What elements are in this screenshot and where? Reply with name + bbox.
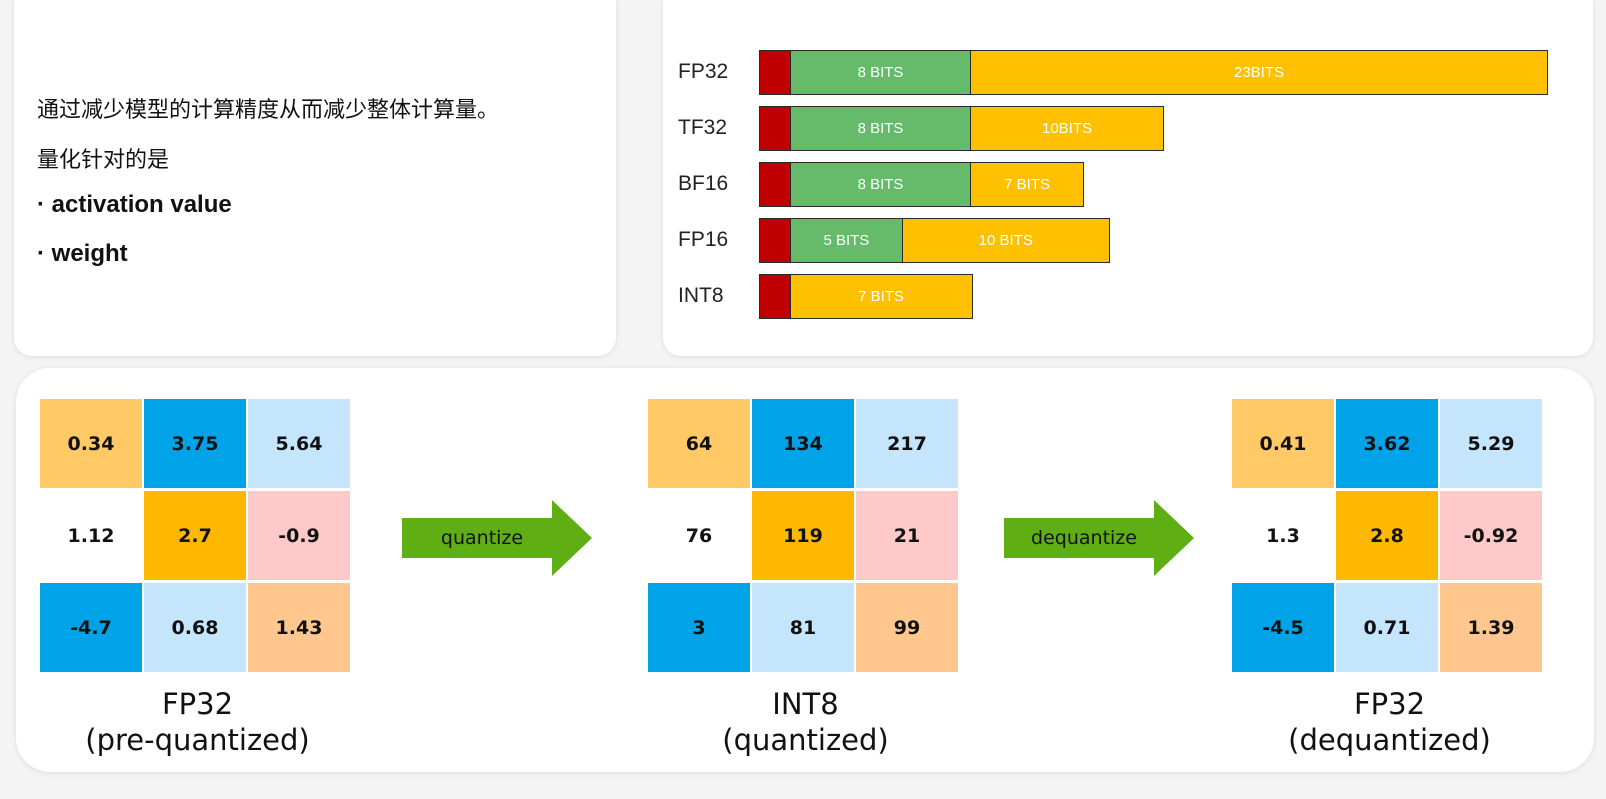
bit-format-card: FP32 8 BITS 23BITS TF32 8 BITS 10BITS BF16 8 BI… [663, 0, 1593, 356]
matrix-cell: 76 [648, 491, 750, 580]
matrix-cell: 0.34 [40, 399, 142, 488]
caption-subtitle: (pre-quantized) [85, 723, 310, 757]
exponent-segment: 8 BITS [789, 106, 972, 151]
matrix-cell: 3.62 [1336, 399, 1438, 488]
matrix-cell: 21 [856, 491, 958, 580]
exponent-segment: 8 BITS [789, 162, 972, 207]
format-label-fp32: FP32 [678, 60, 729, 83]
matrix-cell: 64 [648, 399, 750, 488]
intro-card: 通过减少模型的计算精度从而减少整体计算量。 量化针对的是 · activatio… [14, 0, 616, 356]
matrix-cell: -0.9 [248, 491, 350, 580]
matrix-cell: 81 [752, 583, 854, 672]
sign-bit-segment [759, 106, 791, 151]
matrix-cell: 0.71 [1336, 583, 1438, 672]
caption-subtitle: (quantized) [722, 723, 889, 757]
matrix-cell: 0.68 [144, 583, 246, 672]
matrix-cell: 1.12 [40, 491, 142, 580]
matrix-cell: 2.8 [1336, 491, 1438, 580]
format-label-int8: INT8 [678, 284, 724, 307]
dequantize-arrow: dequantize [1004, 500, 1194, 576]
format-label-tf32: TF32 [678, 116, 728, 139]
matrix-cell: 3 [648, 583, 750, 672]
matrix-cell: 2.7 [144, 491, 246, 580]
caption-title: INT8 [772, 687, 839, 721]
caption-dequantized: FP32 (dequantized) [1232, 686, 1547, 758]
sign-bit-segment [759, 218, 791, 263]
mantissa-segment: 7 BITS [970, 162, 1085, 207]
caption-title: FP32 [1353, 687, 1426, 721]
matrix-pre-quantized: 0.34 3.75 5.64 1.12 2.7 -0.9 -4.7 0.68 1.43 [40, 399, 355, 679]
matrix-cell: 1.3 [1232, 491, 1334, 580]
sign-bit-segment [759, 162, 791, 207]
matrix-cell: 1.43 [248, 583, 350, 672]
quantize-label: quantize [440, 527, 524, 549]
mantissa-segment: 10 BITS [901, 218, 1110, 263]
dequantize-label: dequantize [1031, 527, 1137, 549]
matrix-cell: 5.64 [248, 399, 350, 488]
caption-subtitle: (dequantized) [1288, 723, 1491, 757]
bullet-weight: · weight [37, 240, 128, 267]
matrix-cell: 3.75 [144, 399, 246, 488]
exponent-segment: 5 BITS [789, 218, 904, 263]
matrix-cell: 5.29 [1440, 399, 1542, 488]
sign-bit-segment [759, 50, 791, 95]
matrix-cell: -4.7 [40, 583, 142, 672]
intro-description: 通过减少模型的计算精度从而减少整体计算量。 [37, 98, 500, 123]
intro-target-heading: 量化针对的是 [37, 148, 170, 173]
caption-quantized: INT8 (quantized) [648, 686, 963, 758]
quantize-arrow: quantize [402, 500, 592, 576]
quantization-flow-card: 0.34 3.75 5.64 1.12 2.7 -0.9 -4.7 0.68 1.43 FP32… [16, 368, 1594, 772]
matrix-cell: -0.92 [1440, 491, 1542, 580]
matrix-cell: 1.39 [1440, 583, 1542, 672]
format-label-fp16: FP16 [678, 228, 729, 251]
mantissa-segment: 10BITS [970, 106, 1164, 151]
format-label-bf16: BF16 [678, 172, 729, 195]
caption-title: FP32 [161, 687, 234, 721]
matrix-quantized: 64 134 217 76 119 21 3 81 99 [648, 399, 963, 679]
caption-pre-quantized: FP32 (pre-quantized) [40, 686, 355, 758]
matrix-cell: 119 [752, 491, 854, 580]
matrix-dequantized: 0.41 3.62 5.29 1.3 2.8 -0.92 -4.5 0.71 1.39 [1232, 399, 1547, 679]
matrix-cell: -4.5 [1232, 583, 1334, 672]
bullet-activation-value: · activation value [37, 191, 232, 218]
mantissa-segment: 7 BITS [789, 274, 973, 319]
matrix-cell: 0.41 [1232, 399, 1334, 488]
exponent-segment: 8 BITS [789, 50, 972, 95]
matrix-cell: 134 [752, 399, 854, 488]
sign-bit-segment [759, 274, 791, 319]
mantissa-segment: 23BITS [970, 50, 1548, 95]
matrix-cell: 217 [856, 399, 958, 488]
arrow-right-icon [1004, 500, 1194, 576]
matrix-cell: 99 [856, 583, 958, 672]
arrow-right-icon [402, 500, 592, 576]
